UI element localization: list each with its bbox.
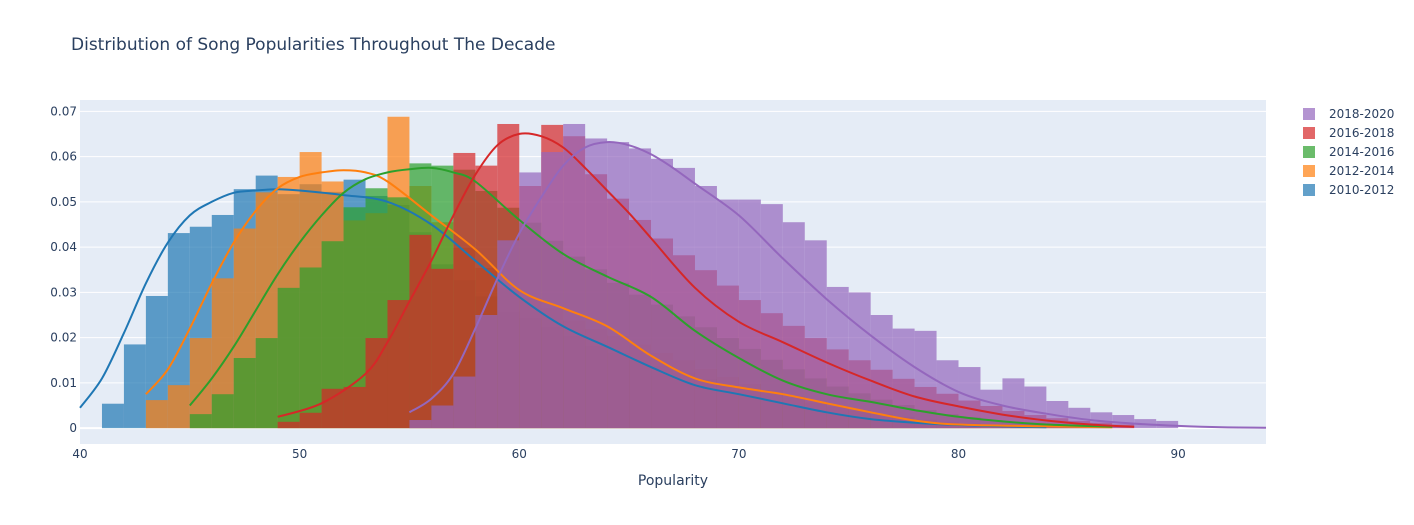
histogram-bar[interactable]: [321, 241, 344, 429]
kde-curve-2018-2020[interactable]: [408, 141, 1267, 429]
histogram-bar[interactable]: [189, 414, 212, 429]
legend-swatch: [1303, 146, 1315, 158]
histogram-bar[interactable]: [870, 315, 893, 429]
histogram-bar[interactable]: [958, 367, 981, 429]
histogram-bar[interactable]: [607, 142, 630, 429]
histogram-bar[interactable]: [738, 199, 761, 429]
histogram-bar[interactable]: [211, 394, 234, 429]
y-tick-label: 0.04: [50, 240, 77, 254]
histogram-bar[interactable]: [387, 300, 410, 429]
bar-group-2018-2020: [409, 123, 1179, 429]
x-tick-label: 70: [731, 447, 746, 461]
histogram-bar[interactable]: [233, 358, 256, 429]
legend-item[interactable]: 2012-2014: [1303, 164, 1394, 178]
legend-label: 2012-2014: [1329, 164, 1394, 178]
kde-curves: [79, 132, 1267, 429]
histogram-bar[interactable]: [145, 400, 168, 429]
histogram-bar[interactable]: [804, 240, 827, 429]
x-tick-label: 50: [292, 447, 307, 461]
y-tick-label: 0.06: [50, 150, 77, 164]
histogram-bar[interactable]: [453, 376, 476, 429]
legend-label: 2016-2018: [1329, 126, 1394, 140]
histogram-bar[interactable]: [914, 330, 937, 429]
histogram-bar[interactable]: [497, 240, 520, 429]
histogram-bar[interactable]: [211, 278, 234, 429]
histogram-bar[interactable]: [848, 292, 871, 429]
histogram-bar[interactable]: [299, 267, 322, 429]
histogram-bar[interactable]: [936, 360, 959, 429]
histogram-bar[interactable]: [431, 268, 454, 429]
histogram-bar[interactable]: [365, 338, 388, 429]
histogram-bar[interactable]: [541, 152, 564, 429]
histogram-bar[interactable]: [409, 420, 432, 429]
chart-title: Distribution of Song Popularities Throug…: [71, 35, 555, 55]
legend: 2018-2020 2016-2018 2014-2016 2012-2014 2010…: [1303, 107, 1394, 197]
histogram-bar[interactable]: [673, 167, 695, 429]
histogram-bar[interactable]: [299, 412, 322, 429]
histogram-bar[interactable]: [255, 338, 278, 429]
legend-item[interactable]: 2014-2016: [1303, 145, 1394, 159]
histogram-bar[interactable]: [343, 386, 366, 429]
x-tick-label: 90: [1171, 447, 1186, 461]
histogram-bar[interactable]: [453, 152, 476, 429]
histogram-bar[interactable]: [431, 405, 454, 429]
histogram-bars: [101, 116, 1179, 429]
histogram-bar[interactable]: [1112, 415, 1135, 429]
histogram-bar[interactable]: [519, 172, 542, 429]
y-tick-label: 0.02: [50, 331, 77, 345]
histogram-bar[interactable]: [101, 403, 124, 429]
x-tick-label: 80: [951, 447, 966, 461]
histogram-bar[interactable]: [123, 344, 146, 429]
kde-curve-2016-2018[interactable]: [277, 132, 1135, 428]
legend-swatch: [1303, 165, 1315, 177]
y-tick-label: 0.05: [50, 195, 77, 209]
x-tick-label: 60: [512, 447, 527, 461]
legend-item[interactable]: 2018-2020: [1303, 107, 1394, 121]
histogram-bar[interactable]: [277, 287, 300, 429]
legend-label: 2014-2016: [1329, 145, 1394, 159]
y-tick-label: 0.03: [50, 285, 77, 299]
histogram-bar[interactable]: [475, 315, 498, 429]
kde-curve-2010-2012[interactable]: [79, 188, 1047, 429]
histogram-bar[interactable]: [563, 123, 586, 429]
histogram-bar[interactable]: [167, 385, 190, 429]
histogram-bar[interactable]: [189, 338, 212, 429]
legend-label: 2010-2012: [1329, 183, 1394, 197]
legend-swatch: [1303, 184, 1315, 196]
legend-item[interactable]: 2010-2012: [1303, 183, 1394, 197]
histogram-bar[interactable]: [694, 186, 717, 429]
histogram-bar[interactable]: [167, 233, 190, 429]
histogram-bar[interactable]: [321, 388, 344, 429]
legend-swatch: [1303, 108, 1315, 120]
x-axis-title: Popularity: [638, 473, 708, 489]
y-tick-label: 0.07: [50, 104, 77, 118]
histogram-bar[interactable]: [277, 421, 300, 429]
x-tick-label: 40: [72, 447, 87, 461]
legend-label: 2018-2020: [1329, 107, 1394, 121]
x-axis: 40 50 60 70 80 90: [72, 447, 1185, 461]
histogram-bar[interactable]: [145, 295, 168, 429]
histogram-bar[interactable]: [1024, 386, 1047, 429]
kde-curve-2012-2014[interactable]: [145, 169, 1113, 429]
histogram-bar[interactable]: [892, 328, 915, 429]
histogram-bar[interactable]: [409, 234, 432, 429]
histogram-bar[interactable]: [826, 286, 849, 429]
histogram-bar[interactable]: [980, 389, 1003, 429]
y-tick-label: 0.01: [50, 376, 77, 390]
histogram-bar[interactable]: [651, 158, 673, 429]
y-tick-label: 0: [69, 421, 77, 435]
histogram-bar[interactable]: [585, 138, 608, 429]
y-axis: 0 0.01 0.02 0.03 0.04 0.05 0.06 0.07: [50, 104, 77, 435]
legend-swatch: [1303, 127, 1315, 139]
legend-item[interactable]: 2016-2018: [1303, 126, 1394, 140]
histogram-bar[interactable]: [343, 207, 366, 429]
kde-curve-2014-2016[interactable]: [189, 166, 1113, 428]
